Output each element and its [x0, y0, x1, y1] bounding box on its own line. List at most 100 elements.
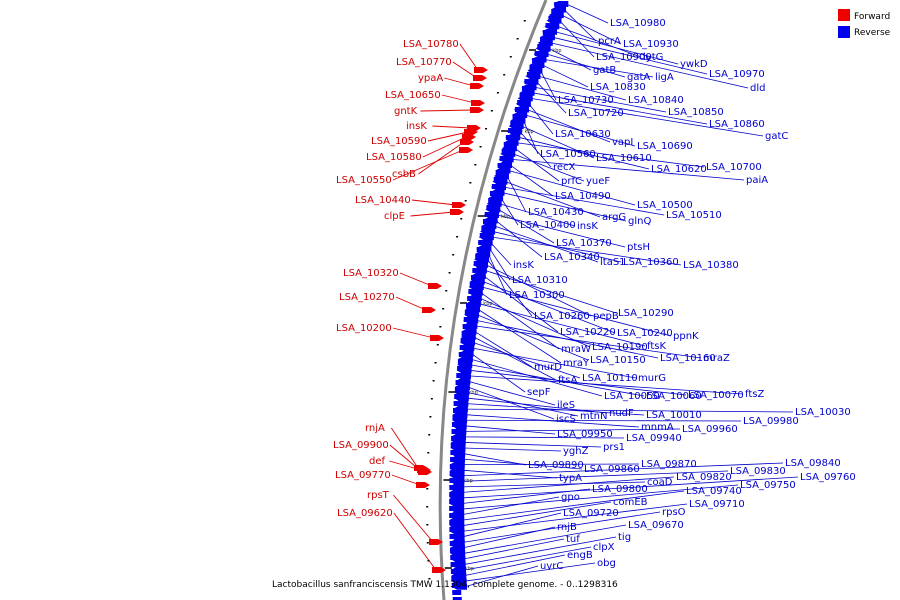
reverse-gene-label: typA	[559, 473, 582, 484]
strand-mark	[428, 578, 431, 580]
gene-block	[452, 597, 462, 600]
leader-line	[502, 192, 627, 222]
gene-block	[450, 450, 460, 455]
gene-block	[453, 408, 462, 413]
leader-line	[506, 175, 527, 213]
reverse-gene-label: rnjB	[557, 522, 577, 533]
gene-block	[529, 65, 539, 70]
leader-line	[463, 546, 592, 571]
strand-mark	[509, 56, 512, 58]
gene-block	[537, 44, 547, 49]
gene-block	[451, 422, 461, 427]
gene-block	[461, 331, 471, 336]
gene-block	[450, 569, 460, 574]
reverse-gene-label: murG	[638, 373, 666, 384]
strand-mark	[523, 20, 526, 22]
forward-gene-label: LSA_09900	[333, 440, 389, 451]
leader-line	[544, 59, 654, 78]
reverse-gene-label: LSA_10290	[618, 308, 674, 319]
leader-line	[490, 242, 512, 266]
reverse-gene-label: LSA_10430	[528, 207, 584, 218]
reverse-gene-label: LSA_10400	[520, 220, 576, 231]
leader-line	[476, 314, 589, 361]
reverse-gene-label: LSA_10310	[512, 275, 568, 286]
reverse-gene-label: ppnK	[673, 331, 699, 342]
reverse-gene-label: gpo	[561, 492, 580, 503]
leader-line	[393, 494, 434, 543]
gene-block	[451, 429, 461, 434]
gene-block	[450, 562, 460, 567]
genome-backbone	[438, 0, 548, 600]
reverse-gene-label: ligA	[655, 72, 674, 83]
reverse-gene-label: gatC	[765, 131, 788, 142]
strand-mark	[456, 236, 459, 238]
reverse-gene-label: LSA_10980	[610, 18, 666, 29]
leader-line	[452, 61, 478, 79]
reverse-gene-label: mraY	[563, 358, 590, 369]
leader-line	[432, 125, 472, 129]
reverse-gene-label: LSA_10900	[596, 52, 652, 63]
reverse-gene-label: pcrA	[598, 36, 621, 47]
reverse-gene-label: dld	[750, 83, 765, 94]
leader-line	[548, 48, 592, 71]
gene-block	[534, 51, 544, 56]
forward-gene-arrow	[474, 67, 488, 73]
strand-mark	[452, 254, 455, 256]
leader-line	[511, 159, 745, 181]
forward-gene-arrow	[459, 147, 473, 153]
gene-block	[449, 527, 459, 532]
leader-line	[462, 496, 560, 515]
forward-gene-label: LSA_10590	[371, 136, 427, 147]
genome-caption: Lactobacillus sanfranciscensis TMW 1.130…	[272, 580, 618, 590]
forward-gene-arrow	[462, 134, 476, 140]
leader-line	[462, 476, 675, 493]
gene-block	[503, 142, 513, 147]
leader-line	[462, 526, 556, 549]
leader-line	[534, 86, 667, 113]
gene-block	[454, 387, 464, 392]
leader-line	[484, 270, 617, 314]
legend-forward-swatch	[838, 9, 850, 21]
forward-gene-label: LSA_09770	[335, 470, 391, 481]
forward-gene-arrow	[417, 467, 431, 473]
reverse-gene-label: clpX	[593, 542, 615, 553]
gene-block	[452, 415, 462, 420]
forward-gene-label: insK	[406, 121, 427, 132]
leader-line	[462, 512, 562, 538]
leader-line	[546, 53, 626, 78]
reverse-gene-label: argG	[602, 212, 626, 223]
reverse-gene-label: iscS	[556, 414, 576, 425]
forward-gene-arrow	[452, 202, 466, 208]
leader-line	[495, 220, 543, 258]
reverse-gene-label: prfC	[561, 176, 582, 187]
leader-line	[462, 476, 799, 499]
gene-block	[449, 464, 459, 469]
leader-line	[471, 353, 526, 393]
leader-line	[480, 292, 560, 350]
reverse-gene-label: pepB	[593, 311, 619, 322]
leader-line	[518, 136, 650, 170]
gene-block	[467, 296, 477, 301]
reverse-gene-label: insK	[513, 260, 534, 271]
strand-mark	[460, 218, 463, 220]
leader-line	[563, 9, 597, 42]
gene-block	[473, 261, 483, 266]
gene-block	[493, 177, 503, 182]
forward-gene-arrow	[432, 567, 446, 573]
leader-line	[464, 436, 625, 439]
leader-line	[464, 425, 556, 435]
gene-block	[486, 205, 496, 210]
gene-block	[510, 121, 520, 126]
reverse-gene-label: LSA_10060	[646, 391, 702, 402]
forward-gene-label: def	[369, 456, 386, 467]
leader-line	[550, 42, 749, 89]
reverse-gene-label: LSA_10160	[660, 353, 716, 364]
reverse-gene-label: ltaS1	[600, 257, 626, 268]
leader-line	[392, 149, 464, 181]
reverse-gene-label: LSA_10220	[560, 327, 616, 338]
leader-line	[503, 186, 665, 216]
gene-block	[532, 58, 542, 63]
gene-block	[456, 373, 466, 378]
reverse-gene-label: LSA_10380	[683, 260, 739, 271]
gene-block	[488, 198, 498, 203]
